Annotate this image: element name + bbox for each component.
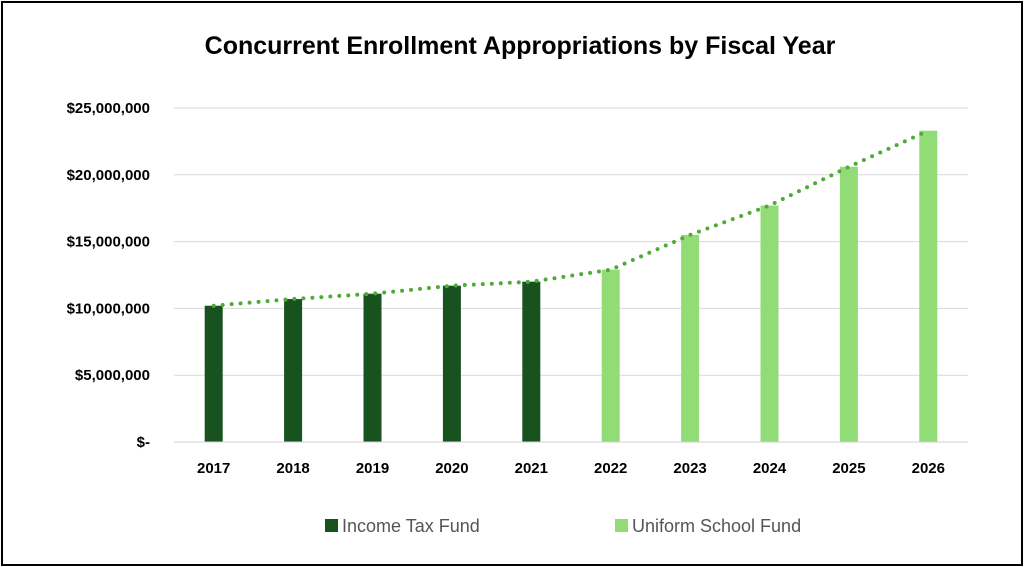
bar-2019 bbox=[363, 293, 382, 442]
bar-2017 bbox=[204, 305, 223, 442]
legend-swatch bbox=[325, 519, 338, 532]
bars bbox=[204, 130, 938, 442]
legend-swatch bbox=[615, 519, 628, 532]
bar-2020 bbox=[442, 285, 461, 442]
x-tick-label: 2018 bbox=[276, 460, 309, 477]
legend-label: Uniform School Fund bbox=[632, 516, 801, 536]
x-tick-label: 2024 bbox=[753, 460, 787, 477]
legend: Income Tax Fund Uniform School Fund bbox=[325, 516, 801, 536]
bar-2026 bbox=[919, 130, 938, 442]
x-tick-label: 2020 bbox=[435, 460, 468, 477]
bar-2022 bbox=[601, 269, 620, 442]
bar-2024 bbox=[760, 205, 779, 442]
bar-2023 bbox=[681, 234, 700, 442]
y-tick-label: $25,000,000 bbox=[67, 100, 150, 117]
bar-2021 bbox=[522, 281, 541, 442]
y-tick-label: $20,000,000 bbox=[67, 167, 150, 184]
y-tick-label: $- bbox=[137, 434, 150, 451]
x-tick-label: 2022 bbox=[594, 460, 627, 477]
x-tick-label: 2026 bbox=[912, 460, 945, 477]
bar-2018 bbox=[284, 299, 303, 442]
chart-title: Concurrent Enrollment Appropriations by … bbox=[205, 32, 836, 60]
x-tick-label: 2021 bbox=[515, 460, 548, 477]
bar-2025 bbox=[839, 166, 858, 442]
x-axis-tick-labels: 2017 2018 2019 2020 2021 2022 2023 2024 2025 2026 bbox=[197, 460, 945, 477]
x-tick-label: 2019 bbox=[356, 460, 389, 477]
legend-label: Income Tax Fund bbox=[342, 516, 480, 536]
y-tick-label: $5,000,000 bbox=[75, 367, 150, 384]
trendline bbox=[211, 128, 931, 308]
x-tick-label: 2025 bbox=[832, 460, 865, 477]
x-tick-label: 2017 bbox=[197, 460, 230, 477]
y-tick-label: $15,000,000 bbox=[67, 234, 150, 251]
x-tick-label: 2023 bbox=[673, 460, 706, 477]
y-axis-tick-labels: $- $5,000,000 $10,000,000 $15,000,000 $20,00… bbox=[67, 100, 150, 451]
y-tick-label: $10,000,000 bbox=[67, 300, 150, 317]
